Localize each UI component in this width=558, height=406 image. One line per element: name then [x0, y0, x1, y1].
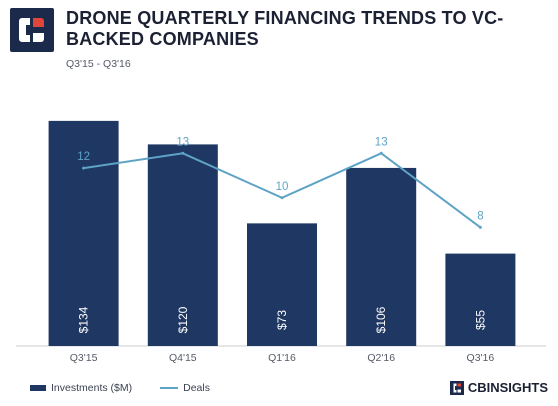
- deals-point-4: [478, 225, 482, 229]
- x-tick-label-0: Q3'15: [70, 352, 98, 364]
- bar-label-0: $134: [77, 306, 91, 333]
- x-tick-label-2: Q1'16: [268, 352, 296, 364]
- legend-label-deals: Deals: [183, 382, 210, 394]
- deals-point-2: [280, 196, 284, 200]
- chart-legend: Investments ($M) Deals: [30, 382, 238, 394]
- legend-item-deals: Deals: [160, 382, 210, 394]
- combo-chart: $134 Q3'15 $120 Q4'15 $73 Q1'16 $106 Q2'16 $55 Q3…: [16, 120, 546, 364]
- bar-label-3: $106: [374, 306, 388, 333]
- bar-1: [147, 144, 218, 346]
- legend-swatch-bar: [30, 385, 46, 391]
- deals-label-0: 12: [77, 151, 90, 163]
- x-tick-label-4: Q3'16: [467, 352, 495, 364]
- x-tick-label-1: Q4'15: [169, 352, 197, 364]
- bar-label-2: $73: [275, 310, 289, 330]
- bar-label-1: $120: [176, 306, 190, 333]
- bar-label-4: $55: [473, 310, 487, 330]
- brand-footer: CBINSIGHTS: [449, 380, 548, 395]
- x-tick-label-3: Q2'16: [367, 352, 395, 364]
- legend-item-investments: Investments ($M): [30, 382, 132, 394]
- legend-swatch-line: [160, 387, 179, 389]
- deals-point-3: [379, 151, 383, 155]
- deals-label-3: 13: [375, 136, 388, 148]
- bar-0: [48, 120, 119, 346]
- legend-label-investments: Investments ($M): [51, 382, 133, 394]
- deals-label-1: 13: [176, 136, 189, 148]
- cb-insights-logo-icon: [10, 8, 54, 52]
- deals-label-4: 8: [477, 210, 483, 222]
- brand-name: CBINSIGHTS: [467, 380, 548, 395]
- chart-subtitle: Q3'15 - Q3'16: [66, 58, 131, 70]
- chart-title: DRONE QUARTERLY FINANCING TRENDS TO VC-B…: [66, 8, 504, 49]
- bar-3: [346, 167, 417, 346]
- deals-point-1: [181, 151, 185, 155]
- bar-4: [445, 253, 516, 346]
- deals-label-2: 10: [276, 181, 289, 193]
- cb-insights-mark-icon: [449, 380, 464, 395]
- bar-2: [247, 223, 317, 346]
- deals-point-0: [82, 166, 86, 170]
